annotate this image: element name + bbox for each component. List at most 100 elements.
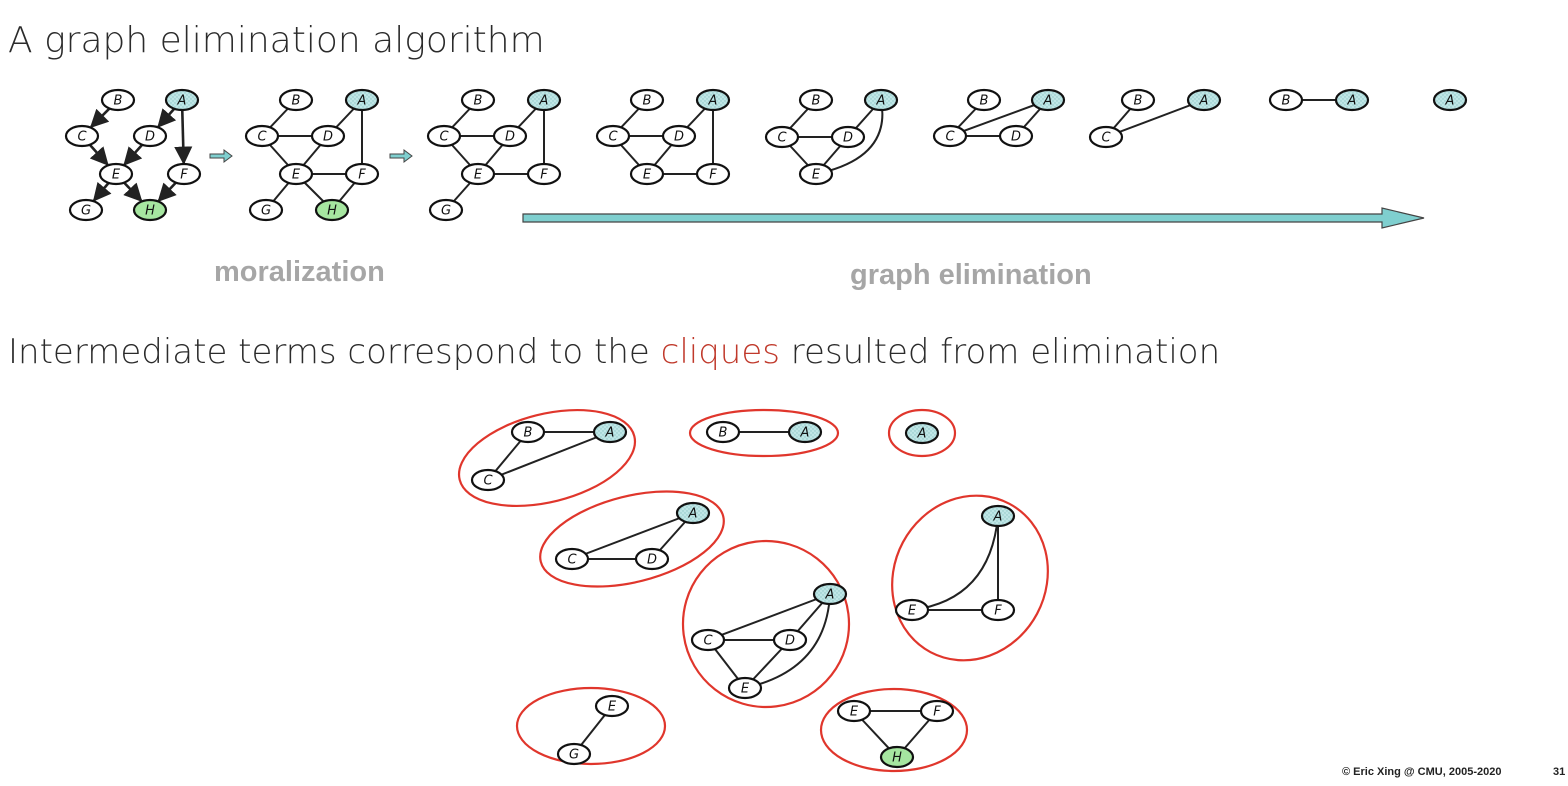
graph-elim-E-edge-a-c: [949, 99, 1049, 137]
graph-moral-node-h-label: H: [327, 204, 337, 219]
graph-moral-node-a-label: A: [357, 94, 367, 109]
graph-elim-B-node-a: A: [1432, 88, 1468, 112]
clique-7-boundary: [515, 686, 667, 766]
subtitle-highlight-cliques: cliques: [660, 332, 780, 372]
elimination-arrow: [522, 207, 1425, 229]
graph-elim-H-node-a-shape: [526, 88, 562, 112]
graph-elim-G-node-e: E: [629, 162, 665, 186]
graph-directed-node-f-label: F: [180, 168, 188, 183]
graph-elim-D-node-a-label: A: [1199, 94, 1209, 109]
clique-4-node-d-shape: [634, 547, 670, 571]
clique-2-boundary: [688, 408, 840, 458]
step-arrow-2: [389, 149, 413, 163]
clique-3-boundary: [887, 408, 957, 458]
graph-elim-F-node-b: B: [798, 88, 834, 112]
clique-7-node-e-label: E: [608, 700, 617, 715]
graph-elim-F-node-b-shape: [798, 88, 834, 112]
clique-4-node-a: A: [675, 501, 711, 525]
graph-directed-node-h-shape: [132, 198, 168, 222]
clique-8-node-e: E: [836, 699, 872, 723]
graph-elim-G-node-c-label: C: [608, 130, 618, 145]
clique-8-node-f-label: F: [933, 705, 941, 720]
clique-1-node-a-shape: [592, 420, 628, 444]
graph-elim-G-node-f-label: F: [709, 168, 717, 183]
clique-6-node-e-shape: [727, 676, 763, 700]
graph-elim-H-node-f: F: [526, 162, 562, 186]
graph-directed-node-g-label: G: [81, 204, 91, 219]
graph-elim-F-node-c-label: C: [777, 131, 787, 146]
graph-elim-F-node-a: A: [863, 88, 899, 112]
graph-elim-D-node-a-shape: [1186, 88, 1222, 112]
graph-elim-D-node-b-shape: [1120, 88, 1156, 112]
graph-directed-node-c-shape: [64, 124, 100, 148]
graph-directed-edge-e-h: [123, 181, 143, 202]
graph-elim-G-node-a-shape: [695, 88, 731, 112]
clique-1-node-b-label: B: [524, 426, 533, 441]
graph-elim-B-node-a-shape: [1432, 88, 1468, 112]
clique-4-node-c-label: C: [567, 553, 577, 568]
clique-6-node-d-label: D: [785, 634, 795, 649]
graph-elim-G-node-a-label: A: [708, 94, 718, 109]
clique-8-node-h: H: [879, 745, 915, 769]
graph-elim-D-node-c-shape: [1088, 125, 1124, 149]
graph-moral-node-b-label: B: [292, 94, 301, 109]
graph-moral-node-d: D: [310, 124, 346, 148]
clique-6-node-c: C: [690, 628, 726, 652]
clique-8-node-e-label: E: [850, 705, 859, 720]
step-arrow-1: [209, 149, 233, 163]
clique-2-node-b: B: [705, 420, 741, 444]
graph-elim-E-node-c-shape: [932, 124, 968, 148]
graph-elim-F-node-e: E: [798, 162, 834, 186]
clique-5-node-f-shape: [980, 598, 1016, 622]
clique-6-node-c-label: C: [703, 634, 713, 649]
graph-directed-node-f: F: [166, 162, 202, 186]
clique-6-boundary: [681, 539, 851, 709]
graph-elim-H-node-e-shape: [460, 162, 496, 186]
graph-elim-H-node-e-label: E: [474, 168, 483, 183]
graph-elim-D-node-c-label: C: [1101, 131, 1111, 146]
clique-8-node-e-shape: [836, 699, 872, 723]
graph-elim-H-node-g-shape: [428, 198, 464, 222]
graph-elim-H-node-f-label: F: [540, 168, 548, 183]
graph-moral-node-f: F: [344, 162, 380, 186]
clique-6-node-a-shape: [812, 582, 848, 606]
clique-4-node-c-shape: [554, 547, 590, 571]
graph-elim-H-node-d-shape: [492, 124, 528, 148]
graph-directed-node-c-label: C: [77, 130, 87, 145]
clique-5-boundary: [891, 494, 1049, 662]
graph-directed-edge-d-e: [123, 143, 144, 166]
graph-directed-edge-f-h: [157, 181, 177, 202]
graph-directed-node-b-shape: [100, 88, 136, 112]
graph-elim-E-node-c: C: [932, 124, 968, 148]
graph-elim-F-node-c: C: [764, 125, 800, 149]
copyright-footer: © Eric Xing @ CMU, 2005-2020: [1342, 766, 1502, 778]
graph-directed-node-c: C: [64, 124, 100, 148]
graph-elim-H-node-d: D: [492, 124, 528, 148]
graph-elim-D-node-b-label: B: [1134, 94, 1143, 109]
graph-moral-node-c-label: C: [257, 130, 267, 145]
clique-6-node-c-shape: [690, 628, 726, 652]
graph-elim-E-node-d-shape: [998, 124, 1034, 148]
graph-moral-node-g: G: [248, 198, 284, 222]
graph-elim-C-node-b: B: [1268, 88, 1304, 112]
graph-elim-H-node-c-label: C: [439, 130, 449, 145]
graph-directed-node-b: B: [100, 88, 136, 112]
graph-moral-node-h-shape: [314, 198, 350, 222]
graph-moral-node-c: C: [244, 124, 280, 148]
graph-elim-F-node-a-label: A: [876, 94, 886, 109]
clique-1-node-c-shape: [470, 468, 506, 492]
clique-6-node-e-label: E: [741, 682, 750, 697]
graph-moral-node-a-shape: [344, 88, 380, 112]
graph-directed-node-a-shape: [164, 88, 200, 112]
graph-directed-node-g-shape: [68, 198, 104, 222]
graph-directed-edge-b-c: [89, 107, 111, 129]
clique-5-node-a-label: A: [993, 510, 1003, 525]
graph-directed-node-a: A: [164, 88, 200, 112]
graph-directed-node-h: H: [132, 198, 168, 222]
clique-8-node-h-shape: [879, 745, 915, 769]
graph-directed-edge-a-d: [157, 107, 177, 128]
clique-3-node-a-label: A: [917, 427, 927, 442]
graph-elim-G-node-d-label: D: [674, 130, 684, 145]
clique-1-node-c-label: C: [483, 474, 493, 489]
